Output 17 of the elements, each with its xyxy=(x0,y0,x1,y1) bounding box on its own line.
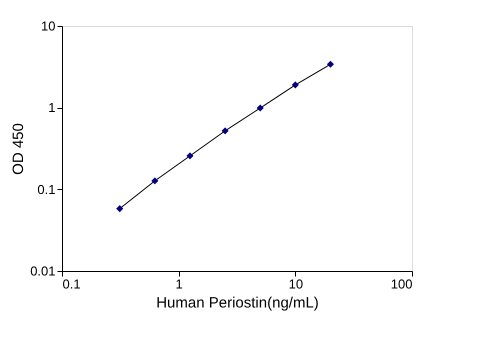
x-tick-label: 0.1 xyxy=(62,276,81,292)
y-tick-label: 10 xyxy=(41,18,56,34)
y-tick-label: 1 xyxy=(48,100,56,116)
x-tick-label: 1 xyxy=(176,276,183,292)
point xyxy=(326,60,334,68)
x-tick-label: 100 xyxy=(390,276,412,292)
y-tick-label: 0.1 xyxy=(37,182,56,197)
y-tick-label: 0.01 xyxy=(30,264,56,278)
point xyxy=(186,152,194,160)
point xyxy=(116,205,124,212)
x-axis-title: Human Periostin(ng/mL) xyxy=(156,294,319,312)
point xyxy=(292,81,299,88)
x-tick-label: 10 xyxy=(288,276,304,292)
point xyxy=(151,177,158,184)
y-axis-title: OD 450 xyxy=(10,123,28,175)
point xyxy=(222,127,229,134)
point xyxy=(256,104,264,112)
